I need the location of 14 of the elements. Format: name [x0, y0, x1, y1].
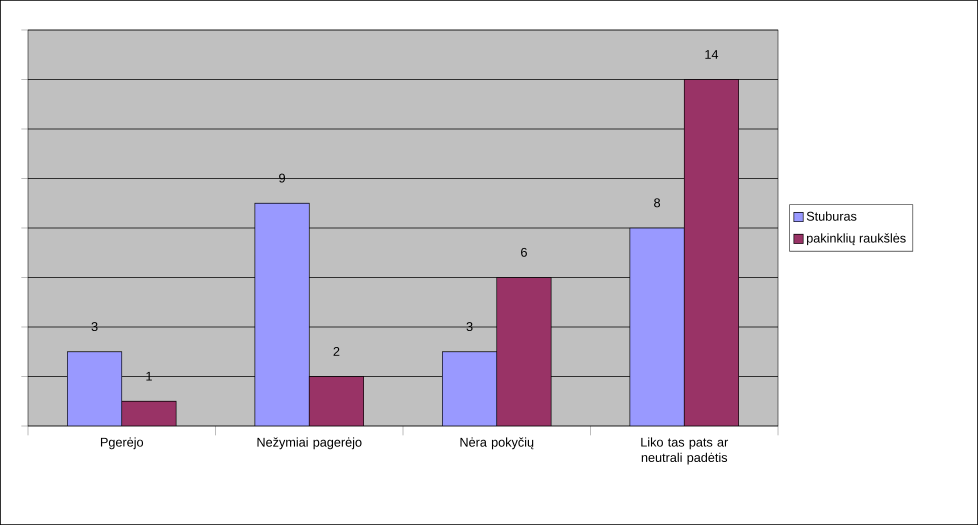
x-tick-label: Liko tas pats ar neutrali padėtis — [641, 437, 728, 465]
x-tick-label: Nėra pokyčių — [460, 437, 534, 450]
bar — [121, 400, 176, 426]
data-label: 2 — [334, 346, 340, 356]
x-tick-label: Nežymiai pagerėjo — [257, 437, 362, 450]
bar — [308, 376, 364, 426]
data-label: 6 — [521, 248, 527, 257]
x-tick-label: Pgerėjo — [100, 437, 144, 450]
data-label: 8 — [654, 198, 660, 208]
data-label: 14 — [705, 50, 718, 59]
legend-label: Stuburas — [806, 211, 856, 221]
bar — [496, 277, 552, 426]
bar — [684, 79, 739, 426]
legend-label: pakinklių raukšlės — [807, 233, 906, 246]
